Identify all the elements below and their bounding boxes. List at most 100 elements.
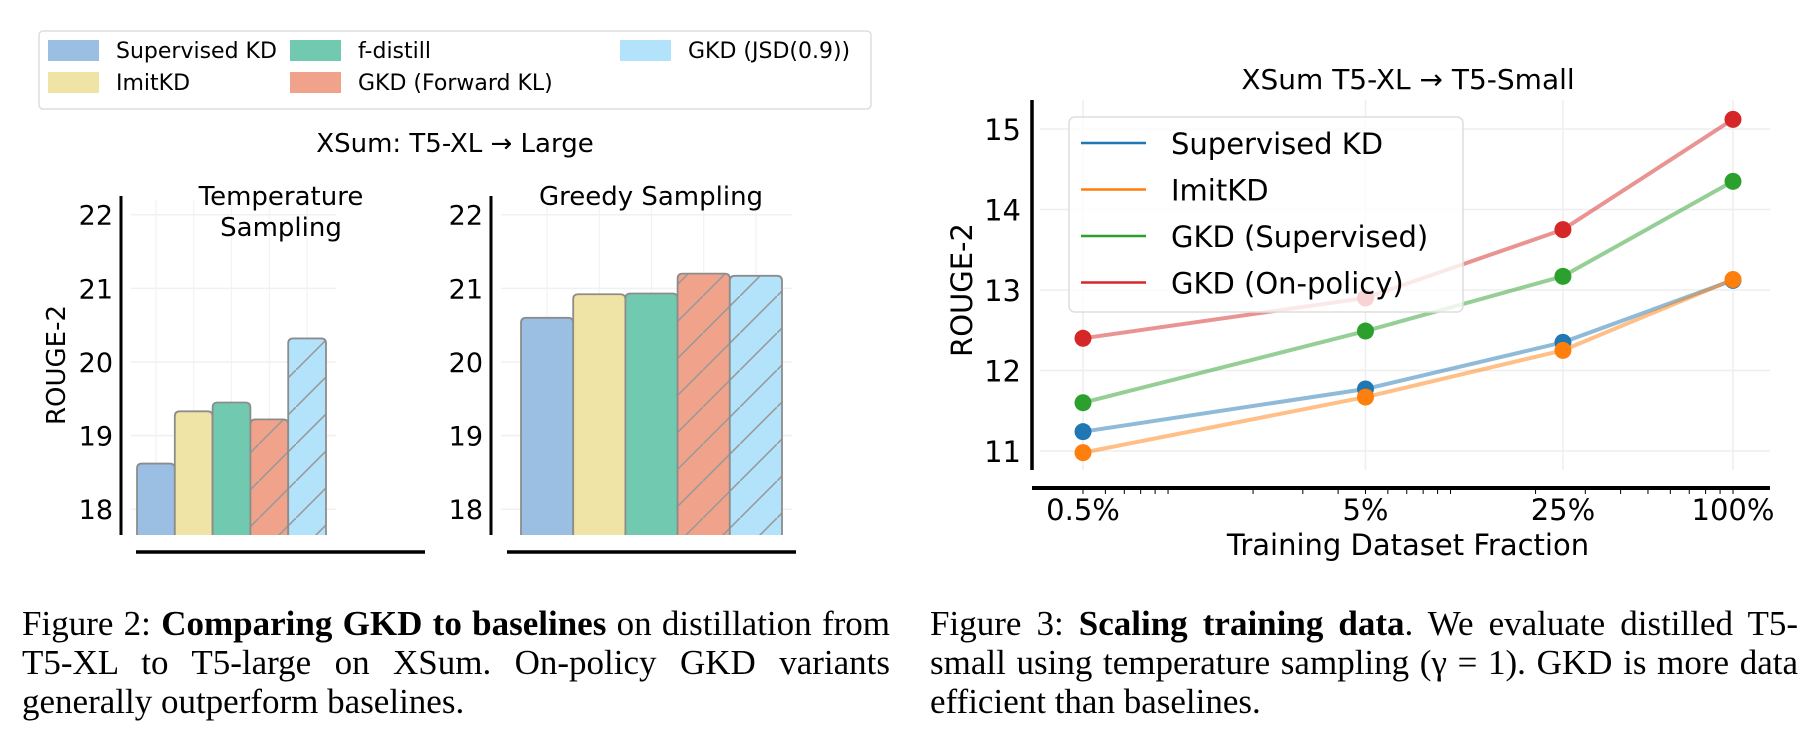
legend-entry-gkd-on-policy: GKD (On-policy): [1081, 267, 1404, 301]
bar-hatch: [288, 338, 326, 535]
data-point: [1724, 172, 1742, 190]
figure-2-caption: Figure 2: Comparing GKD to baselines on …: [22, 604, 890, 721]
bar-gkd-jsd-0-9: [728, 274, 783, 535]
y-tick-label: 19: [449, 422, 483, 453]
series-line: [1082, 179, 1734, 405]
line-y-axis-label: ROUGE-2: [945, 223, 979, 357]
caption-prefix: Figure 3:: [930, 604, 1079, 643]
legend-entry-supervised-kd: Supervised KD: [48, 39, 277, 64]
legend-label: ImitKD: [1171, 174, 1269, 208]
y-tick-label: 20: [449, 348, 483, 379]
y-tick-label: 18: [449, 495, 483, 526]
y-tick-label: 19: [79, 422, 113, 453]
series-line: [1082, 278, 1734, 434]
y-tick-label: 15: [984, 113, 1021, 147]
bar-fill: [573, 294, 626, 535]
bar-supervised-kd: [520, 316, 575, 535]
legend-label: Supervised KD: [1171, 127, 1383, 161]
bar-fill: [137, 463, 175, 535]
data-point: [1554, 341, 1572, 359]
series-gkd-supervised: [1074, 172, 1742, 412]
legend-label: GKD (On-policy): [1171, 267, 1404, 301]
series-line: [1082, 277, 1734, 455]
line-legend: Supervised KD ImitKD GKD (Supervised) GKD (…: [1068, 116, 1464, 313]
panel-title: Temperature: [198, 182, 364, 212]
x-tick-label: 5%: [1342, 493, 1388, 527]
bar-supervised-kd: [136, 462, 176, 535]
bar-imitkd: [572, 293, 627, 535]
bar-gkd-forward-kl: [676, 272, 731, 535]
legend-entry-imitkd: ImitKD: [1081, 174, 1269, 208]
bar-y-axis-label: ROUGE-2: [42, 305, 72, 425]
bar-fill: [625, 293, 678, 535]
bar-gkd-jsd-0-9: [287, 337, 327, 535]
bar-f-distill: [211, 401, 252, 535]
bar-hatch: [250, 419, 289, 535]
line-x-axis-label: Training Dataset Fraction: [1226, 528, 1589, 562]
bar-fill: [521, 317, 574, 535]
data-point: [1724, 110, 1742, 128]
legend-entry-imitkd: ImitKD: [48, 71, 190, 96]
panel-title: Sampling: [220, 213, 342, 243]
legend-swatch: [620, 40, 671, 61]
bar-figure-title: XSum: T5-XL → Large: [316, 129, 593, 159]
data-point: [1554, 267, 1572, 285]
x-tick-label: 25%: [1531, 493, 1595, 527]
data-point: [1074, 329, 1092, 347]
legend-label: Supervised KD: [116, 39, 277, 64]
panel-title: Greedy Sampling: [539, 182, 763, 212]
bar-outline: [676, 272, 731, 535]
bar-gkd-forward-kl: [249, 418, 290, 535]
bar-imitkd: [173, 410, 214, 535]
series-imitkd: [1074, 271, 1742, 462]
legend-entry-gkd-jsd-0-9: GKD (JSD(0.9)): [620, 39, 850, 64]
data-point: [1074, 423, 1092, 441]
legend-entry-gkd-forward-kl: GKD (Forward KL): [290, 71, 553, 96]
y-tick-label: 22: [449, 201, 483, 232]
y-tick-label: 21: [449, 274, 483, 305]
legend-swatch: [290, 40, 341, 61]
bar-fill: [174, 411, 213, 535]
data-point: [1356, 322, 1374, 340]
bar-hatch: [729, 275, 782, 535]
bar-outline: [287, 337, 327, 535]
data-point: [1074, 394, 1092, 412]
bar-outline: [211, 401, 252, 535]
legend-swatch: [48, 72, 99, 93]
data-point: [1074, 444, 1092, 462]
data-point: [1356, 388, 1374, 406]
line-chart-scaling: 11 12 13 14 15 0.5% 5% 25% 100% Supervised KD Imit…: [984, 100, 1774, 527]
legend-swatch: [290, 72, 341, 93]
x-tick-label: 100%: [1692, 493, 1775, 527]
caption-prefix: Figure 2:: [22, 604, 162, 643]
bar-f-distill: [624, 292, 679, 535]
caption-text: . We evaluate distilled T5-small using t…: [930, 604, 1798, 721]
legend-label: GKD (Forward KL): [358, 71, 553, 96]
legend-label: f-distill: [358, 39, 431, 64]
bar-legend: Supervised KD ImitKD f-distill GKD (Forward…: [38, 30, 872, 110]
legend-frame: [1068, 116, 1464, 313]
x-tick-label: 0.5%: [1046, 493, 1120, 527]
legend-label: GKD (Supervised): [1171, 220, 1428, 254]
y-tick-label: 14: [984, 194, 1021, 228]
data-point: [1554, 221, 1572, 239]
caption-text: on distillation from T5-XL to T5-large o…: [22, 604, 890, 721]
y-tick-label: 20: [79, 348, 113, 379]
caption-bold: Scaling training data: [1078, 604, 1405, 643]
legend-entry-f-distill: f-distill: [290, 39, 431, 64]
data-point: [1724, 271, 1742, 289]
caption-bold: Comparing GKD to baselines: [161, 604, 607, 643]
legend-label: GKD (JSD(0.9)): [688, 39, 850, 64]
series-line: [1082, 117, 1735, 341]
legend-label: ImitKD: [116, 71, 190, 96]
y-tick-label: 11: [984, 435, 1021, 469]
bar-outline: [728, 274, 783, 535]
bar-panel-greedy-sampling: 18 19 20 21 22 Greedy Sampling: [449, 182, 796, 554]
legend-swatch: [48, 40, 99, 61]
y-tick-label: 22: [79, 201, 113, 232]
line-chart-title: XSum T5-XL → T5-Small: [1241, 63, 1574, 96]
bar-fill: [212, 402, 251, 535]
figure-3-caption: Figure 3: Scaling training data. We eval…: [930, 604, 1798, 721]
